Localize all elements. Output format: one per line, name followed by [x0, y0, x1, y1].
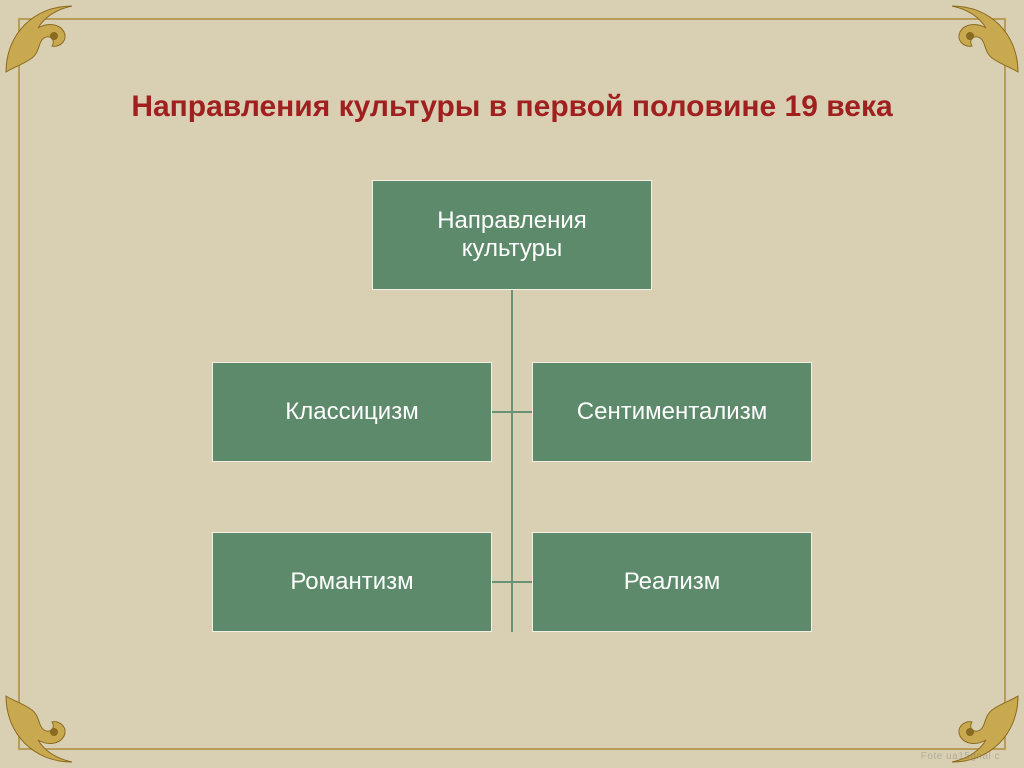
node-root: Направления культуры — [372, 180, 652, 290]
node-n1: Классицизм — [212, 362, 492, 462]
slide-title: Направления культуры в первой половине 1… — [0, 90, 1024, 124]
flourish-icon — [6, 696, 72, 762]
slide-canvas: Направления культуры в первой половине 1… — [0, 0, 1024, 768]
node-n3: Романтизм — [212, 532, 492, 632]
corner-ornament-tr — [950, 4, 1020, 74]
flourish-icon — [952, 6, 1018, 72]
node-n2: Сентиментализм — [532, 362, 812, 462]
watermark-text: Fote ua15gnal c — [921, 751, 1000, 762]
corner-ornament-tl — [4, 4, 74, 74]
hierarchy-diagram: Направления культуры Классицизм Сентимента… — [0, 170, 1024, 690]
flourish-icon — [6, 6, 72, 72]
node-n4: Реализм — [532, 532, 812, 632]
corner-ornament-bl — [4, 694, 74, 764]
